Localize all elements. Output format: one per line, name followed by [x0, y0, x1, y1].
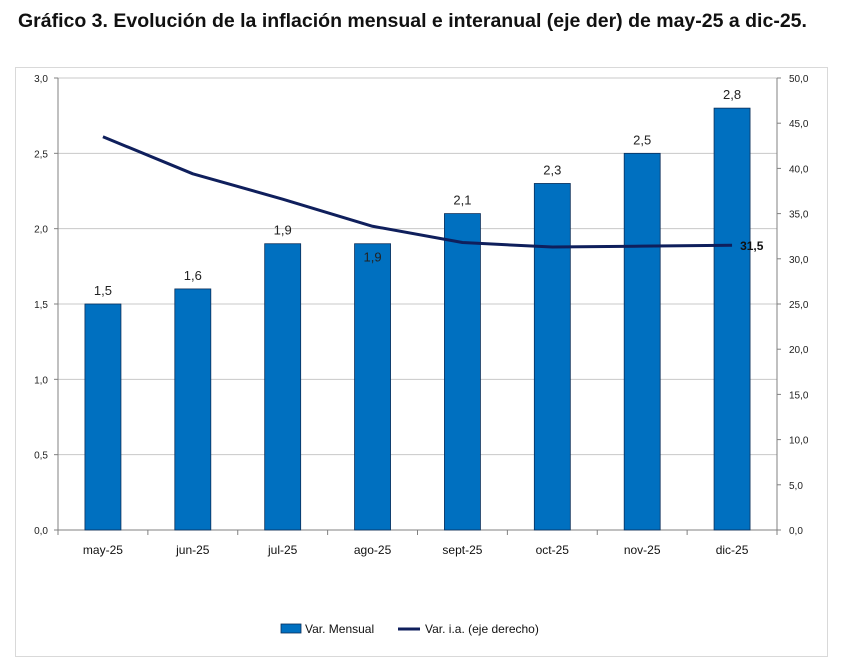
x-tick-label: jun-25	[175, 543, 210, 557]
y-right-tick-label: 10,0	[789, 436, 809, 447]
legend-label-line: Var. i.a. (eje derecho)	[425, 622, 539, 636]
y-left-tick-label: 0,5	[34, 451, 48, 462]
bar	[174, 288, 212, 531]
bar-data-label: 1,9	[274, 223, 292, 238]
bar	[533, 183, 571, 531]
bar	[354, 243, 391, 531]
bar	[264, 243, 302, 531]
x-tick-label: nov-25	[624, 543, 661, 557]
y-left-tick-label: 3,0	[34, 74, 48, 85]
y-right-tick-label: 20,0	[789, 345, 809, 356]
bar-data-label: 1,6	[184, 268, 202, 283]
bar-data-label: 2,3	[543, 162, 561, 177]
chart-title: Gráfico 3. Evolución de la inflación men…	[18, 10, 807, 32]
bar	[713, 107, 751, 531]
bar-data-label: 1,5	[94, 283, 112, 298]
x-tick-label: oct-25	[536, 543, 570, 557]
x-tick-label: jul-25	[267, 543, 298, 557]
bar-data-label: 1,9	[364, 250, 382, 265]
y-left-tick-label: 1,0	[34, 375, 48, 386]
legend-swatch-bar	[280, 623, 302, 634]
y-left-tick-label: 0,0	[34, 526, 48, 537]
y-right-tick-label: 15,0	[789, 390, 809, 401]
bar	[444, 213, 481, 531]
y-left-tick-label: 2,5	[34, 149, 48, 160]
y-left-tick-label: 2,0	[34, 225, 48, 236]
x-tick-label: ago-25	[354, 543, 392, 557]
y-right-tick-label: 45,0	[789, 119, 809, 130]
bar	[84, 303, 122, 531]
y-right-tick-label: 5,0	[789, 481, 803, 492]
x-tick-label: may-25	[83, 543, 123, 557]
chart-frame	[15, 67, 828, 657]
series-line	[102, 135, 733, 249]
bar-data-label: 2,8	[723, 87, 741, 102]
line-data-label: 31,5	[740, 239, 764, 253]
x-tick-label: sept-25	[442, 543, 482, 557]
bar-data-label: 2,1	[453, 193, 471, 208]
y-right-tick-label: 30,0	[789, 255, 809, 266]
y-right-tick-label: 40,0	[789, 164, 809, 175]
y-right-tick-label: 50,0	[789, 74, 809, 85]
bar-data-label: 2,5	[633, 132, 651, 147]
y-left-tick-label: 1,5	[34, 300, 48, 311]
y-right-tick-label: 25,0	[789, 300, 809, 311]
y-right-tick-label: 35,0	[789, 210, 809, 221]
legend-label-bar: Var. Mensual	[305, 622, 374, 636]
bar	[623, 152, 661, 531]
x-tick-label: dic-25	[716, 543, 749, 557]
y-right-tick-label: 0,0	[789, 526, 803, 537]
